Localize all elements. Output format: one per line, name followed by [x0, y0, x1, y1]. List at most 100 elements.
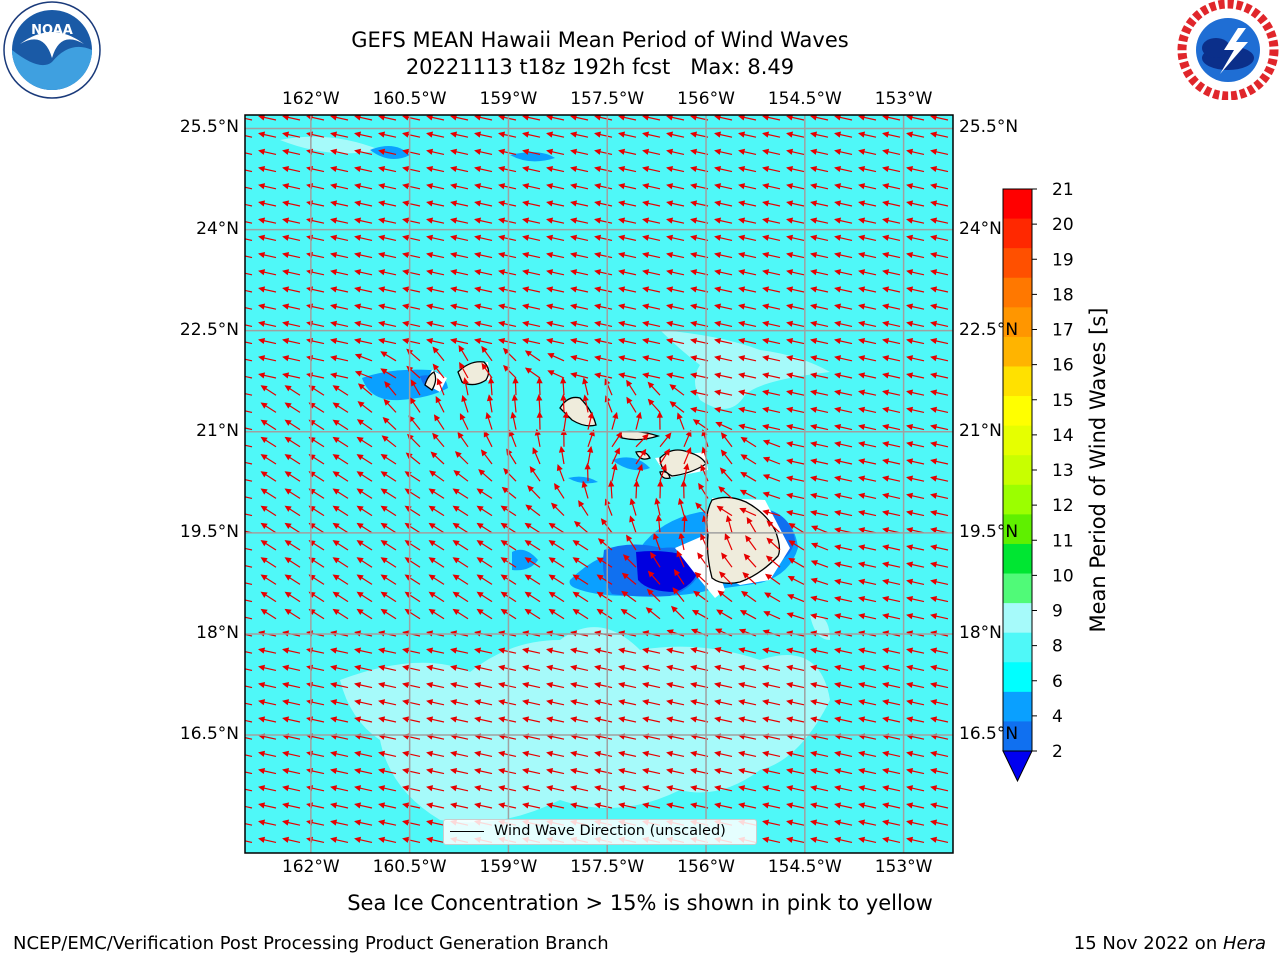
wave-direction-arrow	[882, 767, 901, 775]
lon-tick-label-bottom: 160.5°W	[372, 857, 447, 877]
wave-direction-arrow	[834, 578, 853, 585]
colorbar-tick-label: 15	[1052, 391, 1074, 411]
wave-direction-arrow	[618, 200, 637, 207]
wave-direction-arrow	[450, 251, 469, 259]
wave-direction-arrow	[402, 131, 421, 138]
wave-direction-arrow	[739, 610, 757, 620]
lat-tick-label-left: 25.5°N	[179, 117, 239, 138]
wave-direction-arrow	[503, 468, 517, 482]
wave-direction-arrow	[330, 664, 349, 671]
wave-direction-arrow	[858, 148, 877, 155]
wave-direction-arrow	[681, 514, 688, 533]
wave-direction-arrow	[810, 595, 829, 603]
wave-direction-arrow	[570, 320, 589, 327]
wave-direction-arrow	[282, 699, 301, 706]
wave-direction-arrow	[380, 540, 397, 551]
wave-direction-arrow	[906, 183, 925, 190]
wave-direction-arrow	[626, 396, 637, 413]
wave-direction-arrow	[594, 183, 613, 190]
colorbar-tick-label: 21	[1052, 180, 1074, 200]
wave-direction-arrow	[258, 802, 277, 809]
wave-direction-arrow	[284, 436, 301, 448]
wave-direction-arrow	[858, 303, 877, 310]
wave-direction-arrow	[570, 372, 589, 379]
wave-direction-arrow	[810, 458, 829, 465]
colorbar-segment	[1003, 189, 1032, 220]
wave-direction-arrow	[354, 647, 373, 654]
wave-direction-arrow	[330, 647, 349, 654]
wave-direction-arrow	[354, 251, 373, 259]
wave-direction-arrow	[714, 303, 733, 310]
wave-direction-arrow	[572, 608, 589, 620]
wave-direction-arrow	[380, 608, 397, 620]
wave-direction-arrow	[282, 647, 301, 654]
wave-direction-arrow	[858, 337, 877, 345]
wave-direction-arrow	[690, 165, 709, 173]
wave-direction-arrow	[882, 148, 901, 155]
wave-direction-arrow	[381, 435, 397, 448]
wave-direction-arrow	[680, 480, 687, 499]
wave-direction-arrow	[618, 699, 637, 706]
wave-direction-arrow	[378, 148, 397, 155]
wave-direction-arrow	[356, 505, 373, 517]
wave-direction-arrow	[332, 574, 349, 585]
wave-direction-arrow	[666, 320, 685, 327]
wave-direction-arrow	[378, 200, 397, 207]
wave-direction-arrow	[354, 785, 373, 792]
wave-direction-arrow	[245, 599, 253, 603]
wave-direction-arrow	[546, 131, 565, 138]
wave-direction-arrow	[633, 480, 640, 499]
wave-direction-arrow	[282, 664, 301, 671]
wave-direction-arrow	[378, 303, 397, 310]
wave-direction-arrow	[570, 200, 589, 207]
wave-direction-arrow	[858, 286, 877, 293]
wave-direction-arrow	[608, 480, 615, 499]
wave-direction-arrow	[655, 514, 663, 533]
wave-direction-arrow	[354, 269, 373, 276]
wave-direction-arrow	[332, 540, 349, 551]
wave-direction-arrow	[738, 389, 757, 396]
wave-direction-arrow	[618, 234, 637, 241]
wave-direction-arrow	[426, 819, 445, 826]
wave-direction-arrow	[582, 377, 589, 396]
wave-direction-arrow	[810, 767, 829, 775]
wave-direction-arrow	[716, 505, 733, 517]
wave-direction-arrow	[260, 471, 277, 482]
wave-direction-arrow	[834, 716, 853, 723]
wave-direction-arrow	[459, 361, 469, 379]
wave-direction-arrow	[714, 183, 733, 190]
colorbar-segment	[1003, 336, 1032, 367]
wave-direction-arrow	[858, 716, 877, 723]
wave-direction-arrow	[906, 251, 925, 259]
wave-direction-arrow	[428, 540, 445, 551]
wave-direction-arrow	[378, 785, 397, 792]
wave-direction-arrow	[666, 785, 685, 792]
wave-direction-arrow	[676, 550, 685, 568]
wave-direction-arrow	[786, 389, 805, 396]
wave-direction-arrow	[436, 378, 445, 396]
wave-direction-arrow	[690, 251, 709, 259]
wave-direction-arrow	[930, 355, 949, 362]
wave-direction-arrow	[717, 590, 733, 603]
wave-direction-arrow	[626, 534, 637, 551]
wave-direction-arrow	[642, 681, 661, 689]
wave-direction-arrow	[594, 647, 613, 654]
wave-direction-arrow	[450, 750, 469, 757]
colorbar-segment	[1003, 691, 1032, 722]
wave-direction-arrow	[666, 699, 685, 706]
wave-direction-arrow	[930, 200, 949, 207]
wave-direction-arrow	[666, 716, 685, 723]
wave-direction-arrow	[570, 699, 589, 706]
wave-direction-arrow	[245, 788, 253, 792]
wave-direction-arrow	[570, 647, 589, 654]
wave-direction-arrow	[906, 234, 925, 241]
wave-direction-arrow	[536, 411, 543, 430]
wave-direction-arrow	[738, 802, 757, 809]
wave-direction-arrow	[738, 699, 757, 706]
wave-direction-arrow	[522, 217, 541, 224]
wave-direction-arrow	[410, 379, 421, 396]
wave-direction-arrow	[690, 183, 709, 190]
wave-direction-arrow	[546, 337, 565, 345]
wave-direction-arrow	[720, 449, 733, 465]
wave-direction-arrow	[834, 251, 853, 259]
